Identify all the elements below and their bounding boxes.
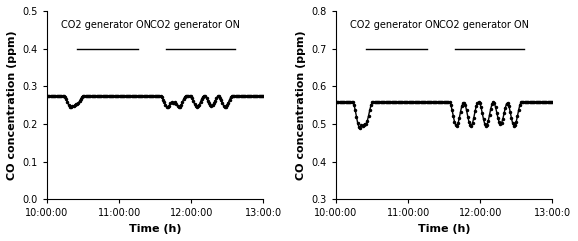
X-axis label: Time (h): Time (h) xyxy=(418,224,470,234)
Text: CO2 generator ON: CO2 generator ON xyxy=(150,20,240,30)
Text: CO2 generator ON: CO2 generator ON xyxy=(61,20,151,30)
X-axis label: Time (h): Time (h) xyxy=(129,224,181,234)
Text: CO2 generator ON: CO2 generator ON xyxy=(439,20,529,30)
Y-axis label: CO concentration (ppm): CO concentration (ppm) xyxy=(296,30,306,180)
Y-axis label: CO concentration (ppm): CO concentration (ppm) xyxy=(7,30,17,180)
Text: CO2 generator ON: CO2 generator ON xyxy=(350,20,440,30)
